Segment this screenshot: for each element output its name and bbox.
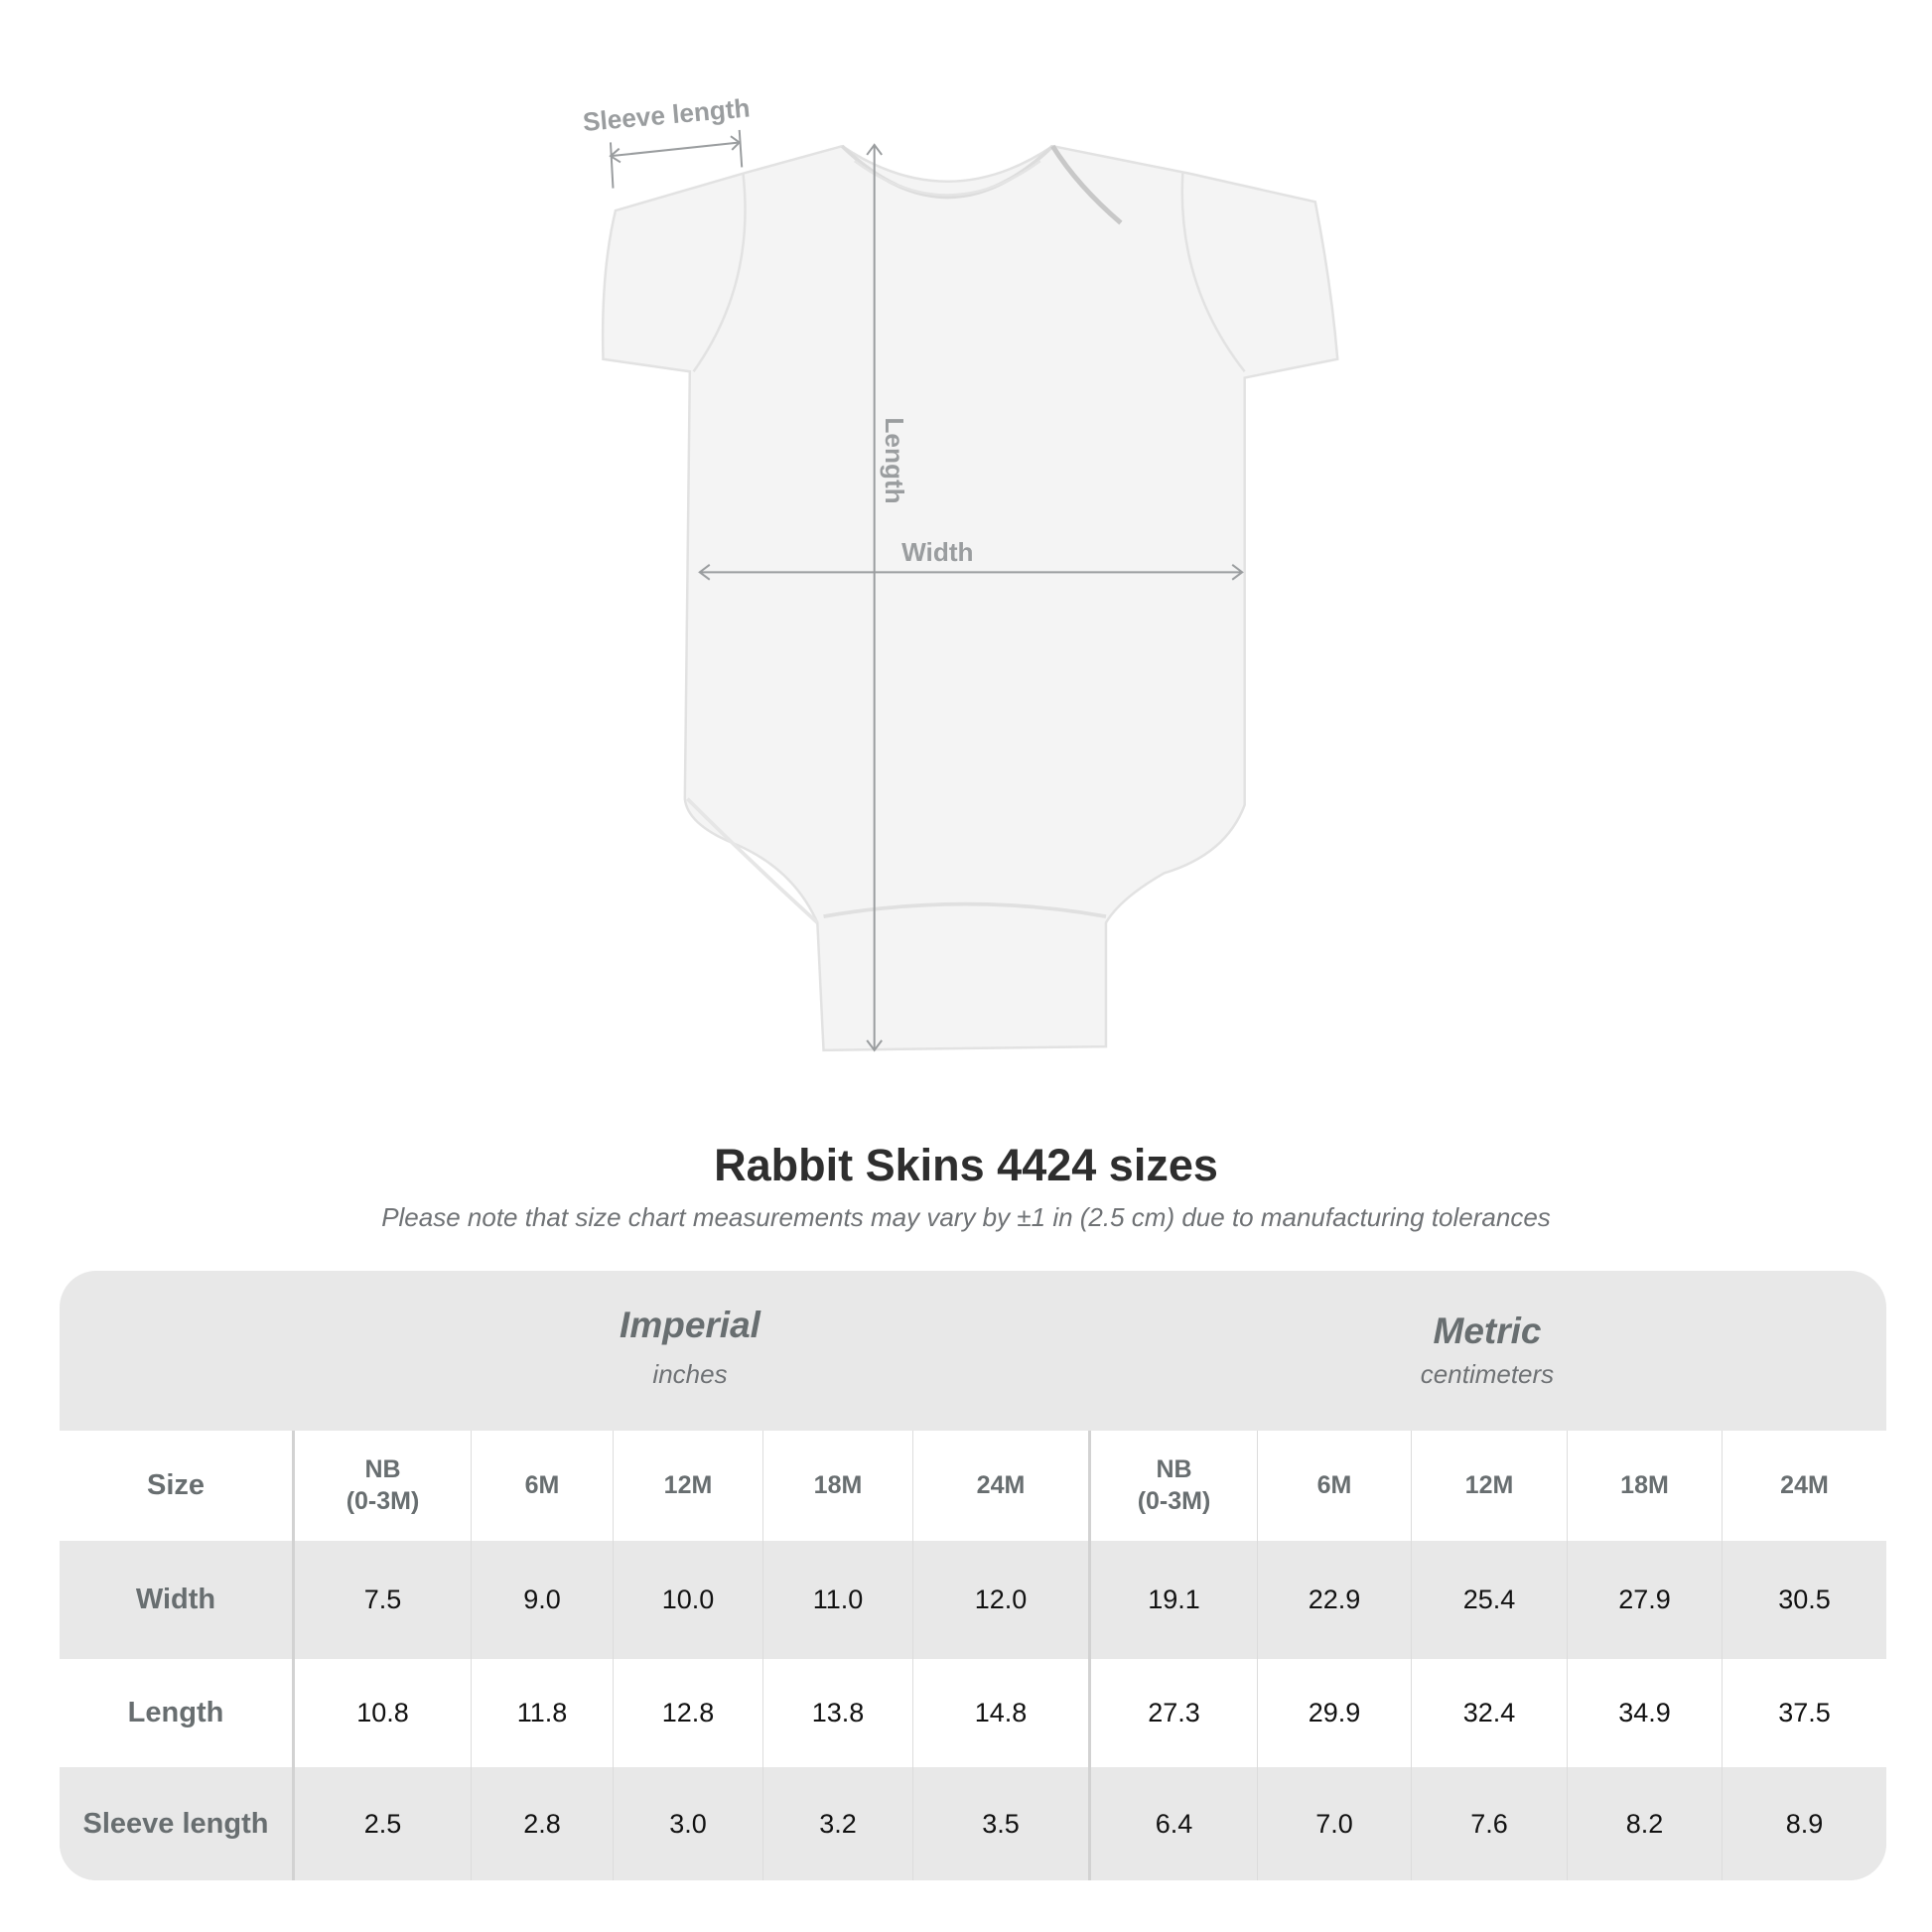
imperial-value: 3.2	[762, 1767, 912, 1880]
metric-label: Metric	[1433, 1311, 1542, 1351]
metric-value: 29.9	[1257, 1659, 1411, 1767]
metric-value: 8.9	[1722, 1767, 1886, 1880]
metric-unit: centimeters	[1420, 1359, 1555, 1389]
size-column-header: 6M	[1257, 1431, 1411, 1541]
metric-value: 34.9	[1567, 1659, 1722, 1767]
tolerance-note: Please note that size chart measurements…	[381, 1202, 1551, 1232]
sleeve-length-label: Sleeve length	[582, 92, 752, 137]
sleeve-arrow	[610, 141, 740, 158]
imperial-value: 12.0	[912, 1541, 1088, 1659]
row-label: Sleeve length	[82, 1807, 269, 1840]
metric-header: Metric centimeters	[1088, 1271, 1886, 1431]
imperial-value: 11.8	[471, 1659, 613, 1767]
metric-value: 27.9	[1567, 1541, 1722, 1659]
metric-value: 19.1	[1088, 1541, 1257, 1659]
imperial-value: 12.8	[613, 1659, 762, 1767]
table-row: Sleeve length 2.5 2.8 3.0 3.2 3.5 6.4 7.0 7.6 8.2…	[60, 1767, 1886, 1880]
size-column-header: 24M	[912, 1431, 1088, 1541]
row-label: Length	[127, 1697, 224, 1728]
imperial-header: Imperial inches	[292, 1271, 1088, 1431]
width-label: Width	[901, 537, 973, 567]
metric-value: 7.0	[1257, 1767, 1411, 1880]
metric-value: 6.4	[1088, 1767, 1257, 1880]
measure-lines	[609, 129, 1244, 1052]
imperial-value: 10.8	[292, 1659, 471, 1767]
size-column-header: NB (0-3M)	[1088, 1431, 1257, 1541]
size-column-header: NB (0-3M)	[292, 1431, 471, 1541]
imperial-value: 11.0	[762, 1541, 912, 1659]
imperial-value: 9.0	[471, 1541, 613, 1659]
size-table: Imperial inches Metric centimeters Size N…	[60, 1271, 1886, 1880]
metric-value: 32.4	[1411, 1659, 1567, 1767]
metric-value: 22.9	[1257, 1541, 1411, 1659]
table-row: Width 7.5 9.0 10.0 11.0 12.0 19.1 22.9 25.4 27.9 3…	[60, 1541, 1886, 1659]
size-header-row: Size NB (0-3M) 6M 12M 18M 24M NB (0-3M) 6M 12M 18…	[60, 1431, 1886, 1541]
imperial-value: 7.5	[292, 1541, 471, 1659]
metric-value: 8.2	[1567, 1767, 1722, 1880]
sleeve-tick-right	[738, 129, 744, 168]
imperial-value: 10.0	[613, 1541, 762, 1659]
imperial-value: 14.8	[912, 1659, 1088, 1767]
size-column-header: 18M	[1567, 1431, 1722, 1541]
table-row: Length 10.8 11.8 12.8 13.8 14.8 27.3 29.9 32.4 34…	[60, 1659, 1886, 1767]
metric-value: 37.5	[1722, 1659, 1886, 1767]
size-column-header: 18M	[762, 1431, 912, 1541]
imperial-value: 3.5	[912, 1767, 1088, 1880]
metric-value: 7.6	[1411, 1767, 1567, 1880]
page-title: Rabbit Skins 4424 sizes	[714, 1140, 1218, 1190]
length-label: Length	[880, 417, 909, 503]
size-column-header: 12M	[1411, 1431, 1567, 1541]
size-column-header: 24M	[1722, 1431, 1886, 1541]
onesie-illustration	[601, 144, 1339, 1052]
imperial-value: 13.8	[762, 1659, 912, 1767]
metric-value: 30.5	[1722, 1541, 1886, 1659]
size-column-header: 12M	[613, 1431, 762, 1541]
size-label: Size	[146, 1469, 206, 1501]
metric-value: 25.4	[1411, 1541, 1567, 1659]
metric-value: 27.3	[1088, 1659, 1257, 1767]
imperial-value: 2.5	[292, 1767, 471, 1880]
imperial-unit: inches	[652, 1359, 728, 1389]
size-column-header: 6M	[471, 1431, 613, 1541]
row-label: Width	[135, 1584, 216, 1615]
imperial-value: 2.8	[471, 1767, 613, 1880]
imperial-value: 3.0	[613, 1767, 762, 1880]
sleeve-tick-left	[609, 142, 615, 189]
imperial-label: Imperial	[620, 1305, 760, 1345]
